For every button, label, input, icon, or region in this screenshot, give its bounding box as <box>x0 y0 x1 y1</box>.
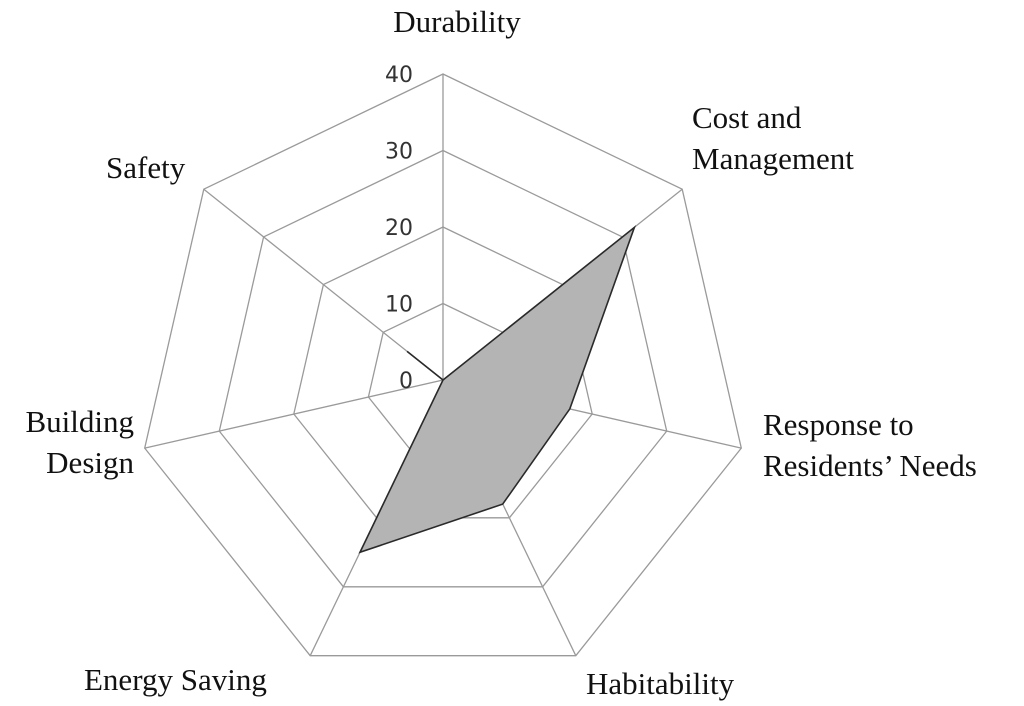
tick-label: 40 <box>385 63 413 88</box>
axis-label: Durability <box>393 4 521 39</box>
axis-label: Energy Saving <box>84 662 267 697</box>
axis-label: Habitability <box>586 666 735 701</box>
tick-label: 10 <box>385 293 413 318</box>
grid-spoke <box>203 188 444 381</box>
axis-label: Cost and Management <box>692 100 854 176</box>
tick-label: 0 <box>399 369 413 394</box>
grid-ring-40 <box>143 73 743 657</box>
axis-label: Safety <box>106 150 186 185</box>
grid-ring-30 <box>218 149 668 588</box>
tick-label: 30 <box>385 140 413 165</box>
series-area <box>358 225 637 554</box>
tick-label: 20 <box>385 216 413 241</box>
axis-labels: Durability Cost and Management Response to R… <box>25 4 976 701</box>
grid-spoke <box>144 379 444 449</box>
radial-tick-labels: 0 10 20 30 40 <box>385 63 413 394</box>
axis-label: Building Design <box>25 404 134 480</box>
axis-label: Response to Residents’ Needs <box>763 407 977 483</box>
data-layer <box>358 225 637 554</box>
